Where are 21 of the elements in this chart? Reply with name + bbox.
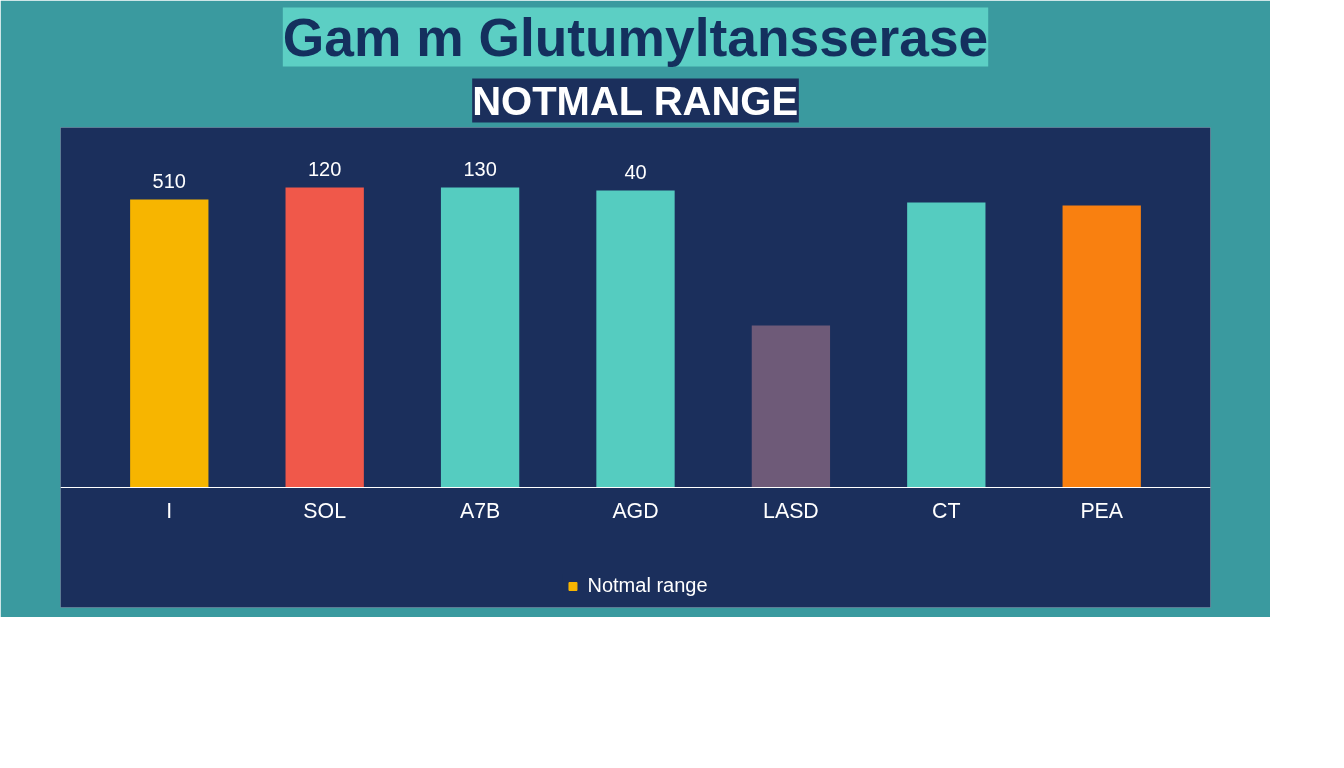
text: 510 xyxy=(152,169,186,192)
bar xyxy=(1062,205,1141,488)
chart-title: Gam m Glutumyltansserase xyxy=(282,7,989,67)
text: 120 xyxy=(308,157,342,180)
bar xyxy=(751,325,831,488)
bar xyxy=(285,187,364,488)
x-tick-label: I xyxy=(166,498,173,523)
x-tick-label: SOL xyxy=(303,498,347,523)
x-tick-label: AGD xyxy=(612,498,659,523)
bar xyxy=(907,202,986,488)
x-tick-label: A7B xyxy=(459,498,501,523)
text: 130 xyxy=(463,157,497,180)
x-tick-label: PEA xyxy=(1080,498,1124,523)
x-tick-label: CT xyxy=(932,498,961,523)
x-tick-label: LASD xyxy=(763,498,819,523)
bar xyxy=(596,190,675,488)
chart-subtitle: NOTMAL RANGE xyxy=(472,78,799,123)
bar xyxy=(130,199,209,488)
bar xyxy=(440,187,520,488)
legend-label: Notmal range xyxy=(587,574,708,597)
text: 40 xyxy=(624,160,647,183)
